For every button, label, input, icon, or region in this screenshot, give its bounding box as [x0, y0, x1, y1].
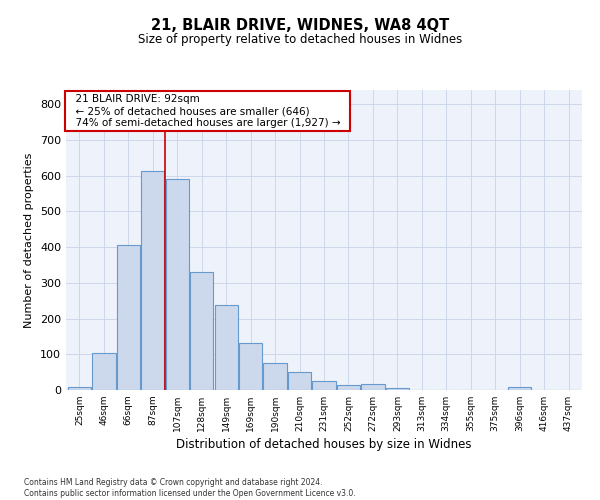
Bar	[215, 306, 238, 390]
Text: 21 BLAIR DRIVE: 92sqm
  ← 25% of detached houses are smaller (646)
  74% of semi: 21 BLAIR DRIVE: 92sqm ← 25% of detached …	[68, 94, 347, 128]
Bar	[361, 384, 385, 390]
Bar	[239, 343, 262, 390]
Text: Size of property relative to detached houses in Widnes: Size of property relative to detached ho…	[138, 32, 462, 46]
Bar	[313, 381, 335, 390]
Y-axis label: Number of detached properties: Number of detached properties	[25, 152, 34, 328]
X-axis label: Distribution of detached houses by size in Widnes: Distribution of detached houses by size …	[176, 438, 472, 451]
Bar	[92, 352, 116, 390]
Text: Contains HM Land Registry data © Crown copyright and database right 2024.
Contai: Contains HM Land Registry data © Crown c…	[24, 478, 356, 498]
Bar	[141, 171, 164, 390]
Bar	[337, 386, 360, 390]
Text: 21, BLAIR DRIVE, WIDNES, WA8 4QT: 21, BLAIR DRIVE, WIDNES, WA8 4QT	[151, 18, 449, 32]
Bar	[166, 178, 189, 390]
Bar	[288, 372, 311, 390]
Bar	[190, 272, 214, 390]
Bar	[263, 363, 287, 390]
Bar	[68, 387, 91, 390]
Bar	[508, 387, 531, 390]
Bar	[117, 246, 140, 390]
Bar	[386, 388, 409, 390]
